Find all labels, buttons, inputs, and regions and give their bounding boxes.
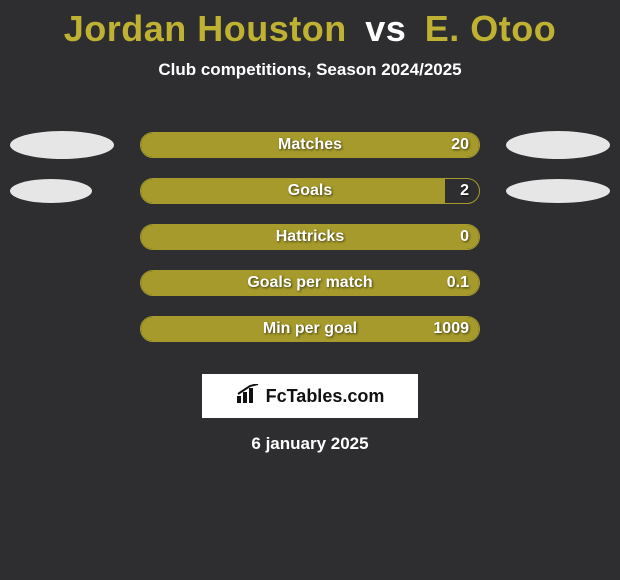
bar-fill bbox=[141, 317, 479, 341]
brand-chart-icon bbox=[236, 384, 260, 409]
player2-name: E. Otoo bbox=[425, 8, 557, 49]
stat-rows: Matches20 Goals2 Hattricks0 Goals per match… bbox=[0, 122, 620, 352]
right-ellipse bbox=[506, 179, 610, 203]
bar-fill bbox=[141, 271, 479, 295]
bar-track: Matches20 bbox=[140, 132, 480, 158]
left-ellipse bbox=[10, 131, 114, 159]
left-ellipse bbox=[10, 179, 92, 203]
player1-name: Jordan Houston bbox=[64, 8, 347, 49]
stat-row: Min per goal1009 bbox=[0, 306, 620, 352]
brand-box: FcTables.com bbox=[202, 374, 418, 418]
vs-label: vs bbox=[365, 8, 406, 49]
comparison-title: Jordan Houston vs E. Otoo bbox=[0, 0, 620, 50]
bar-fill bbox=[141, 133, 479, 157]
stat-row: Matches20 bbox=[0, 122, 620, 168]
bar-track: Min per goal1009 bbox=[140, 316, 480, 342]
bar-track: Goals2 bbox=[140, 178, 480, 204]
bar-value: 2 bbox=[460, 182, 469, 200]
stat-row: Goals per match0.1 bbox=[0, 260, 620, 306]
bar-track: Goals per match0.1 bbox=[140, 270, 480, 296]
brand-text: FcTables.com bbox=[266, 386, 385, 407]
bar-fill bbox=[141, 179, 445, 203]
stat-row: Hattricks0 bbox=[0, 214, 620, 260]
bar-track: Hattricks0 bbox=[140, 224, 480, 250]
bar-fill bbox=[141, 225, 479, 249]
subtitle: Club competitions, Season 2024/2025 bbox=[0, 60, 620, 80]
right-ellipse bbox=[506, 131, 610, 159]
date-label: 6 january 2025 bbox=[0, 434, 620, 454]
stat-row: Goals2 bbox=[0, 168, 620, 214]
